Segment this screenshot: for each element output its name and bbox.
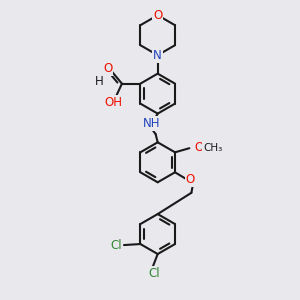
Text: CH₃: CH₃	[203, 143, 223, 153]
Text: OH: OH	[105, 96, 123, 109]
Text: O: O	[153, 9, 162, 22]
Text: Cl: Cl	[110, 238, 122, 252]
Text: O: O	[103, 62, 112, 75]
Text: NH: NH	[143, 117, 160, 130]
Text: N: N	[153, 49, 162, 62]
Text: O: O	[194, 141, 203, 154]
Text: O: O	[186, 173, 195, 186]
Text: H: H	[95, 75, 104, 88]
Text: Cl: Cl	[149, 267, 161, 280]
